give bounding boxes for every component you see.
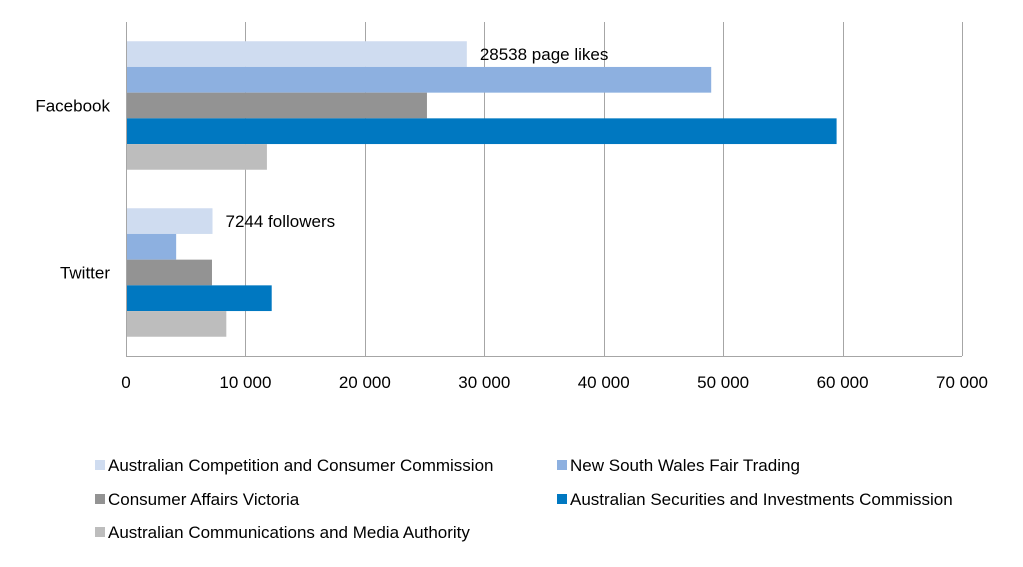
legend-swatch [95, 527, 105, 537]
legend-label: Consumer Affairs Victoria [108, 490, 300, 509]
labels: Facebook Twitter 28538 page likes 7244 foll… [35, 45, 608, 282]
category-label: Twitter [60, 264, 110, 283]
data-label: 28538 page likes [480, 45, 609, 64]
legend-label: Australian Securities and Investments Co… [570, 490, 953, 509]
category-label: Facebook [35, 97, 110, 116]
bar [127, 66, 712, 93]
bar [127, 285, 272, 312]
bar [127, 144, 267, 170]
bar [127, 311, 227, 337]
legend-swatch [557, 494, 567, 504]
legend: Australian Competition and Consumer Comm… [95, 456, 953, 542]
x-tick-label: 10 000 [219, 373, 271, 392]
legend-swatch [557, 460, 567, 470]
x-tick-label: 30 000 [458, 373, 510, 392]
x-tick-label: 60 000 [817, 373, 869, 392]
legend-swatch [95, 460, 105, 470]
axes: 0 10 000 20 000 30 000 40 000 50 000 60 000 70 … [121, 22, 988, 392]
bar [127, 208, 213, 234]
x-tick-label: 50 000 [697, 373, 749, 392]
x-tick-label: 70 000 [936, 373, 988, 392]
bar [127, 118, 837, 145]
legend-label: Australian Competition and Consumer Comm… [108, 456, 494, 475]
x-tick-label: 0 [121, 373, 130, 392]
legend-label: New South Wales Fair Trading [570, 456, 800, 475]
legend-label: Australian Communications and Media Auth… [108, 523, 470, 542]
legend-swatch [95, 494, 105, 504]
bar [127, 92, 427, 119]
bar [127, 233, 177, 260]
bar [127, 41, 467, 67]
x-tick-label: 20 000 [339, 373, 391, 392]
data-label: 7244 followers [226, 212, 336, 231]
bar [127, 259, 212, 286]
bars [127, 41, 837, 337]
x-tick-label: 40 000 [578, 373, 630, 392]
